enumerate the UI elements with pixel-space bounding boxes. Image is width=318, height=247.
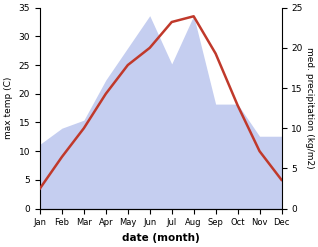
Y-axis label: med. precipitation (kg/m2): med. precipitation (kg/m2) <box>305 47 314 169</box>
Y-axis label: max temp (C): max temp (C) <box>4 77 13 139</box>
X-axis label: date (month): date (month) <box>122 233 200 243</box>
